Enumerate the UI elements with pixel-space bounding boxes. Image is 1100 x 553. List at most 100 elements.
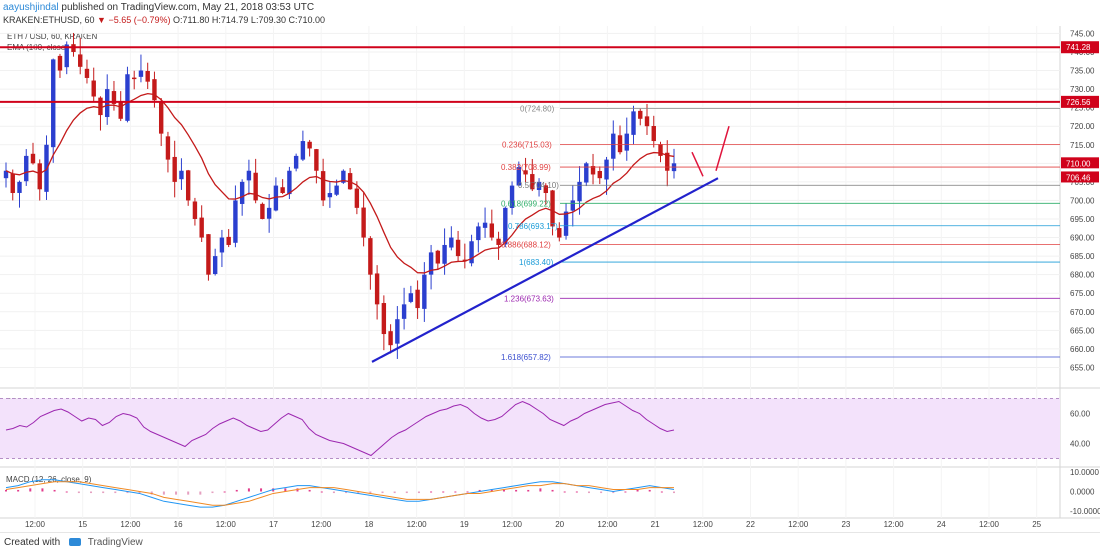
macd-histogram-bar [17, 489, 20, 492]
price-tag [1061, 41, 1099, 54]
change-arrow-icon: ▼ [97, 15, 106, 25]
chart-canvas[interactable]: 655.00 660.00 665.00 670.00 675.00 680.00 685.… [0, 0, 1100, 533]
macd-histogram-bar [478, 489, 481, 492]
candle-body [611, 133, 616, 159]
candle-body [563, 211, 569, 236]
price-tick-label: 725.00 [1070, 104, 1095, 113]
candle-body [24, 155, 29, 182]
macd-histogram-bar [575, 491, 578, 493]
macd-histogram-bar [539, 488, 542, 492]
candle-body [604, 159, 609, 180]
publish-header: aayushjindal published on TradingView.co… [0, 0, 1100, 16]
candle-body [597, 171, 602, 179]
candle-body [185, 170, 191, 201]
macd-histogram-bar [102, 491, 105, 494]
macd-histogram-bar [490, 489, 493, 492]
tradingview-logo-icon [68, 538, 81, 547]
time-tick-label: 12:00 [979, 520, 1000, 529]
macd-histogram-bar [114, 491, 117, 494]
candle-body [469, 241, 474, 264]
fib-level-label: 1(683.40) [519, 258, 554, 267]
candle-body [428, 252, 434, 275]
tradingview-brand[interactable]: TradingView [87, 537, 143, 548]
candle-body [172, 156, 177, 182]
candle-body [3, 170, 9, 179]
macd-histogram-bar [357, 491, 360, 494]
macd-histogram-bar [551, 489, 554, 492]
candle-body [638, 110, 643, 119]
time-tick-label: 12:00 [693, 520, 714, 529]
candle-body [246, 170, 252, 181]
macd-histogram-bar [612, 491, 615, 494]
publish-info: published on TradingView.com, May 21, 20… [61, 2, 315, 13]
candle-body [435, 250, 441, 264]
candle-body [530, 174, 535, 190]
ohlc-values: O:711.80 H:714.79 L:709.30 C:710.00 [173, 15, 325, 25]
price-tick-label: 690.00 [1070, 234, 1095, 243]
candle-body [327, 193, 333, 198]
candle-body [651, 126, 656, 142]
time-tick-label: 21 [651, 520, 660, 529]
ema-line [5, 92, 675, 274]
fib-level-label: 0.886(688.12) [501, 241, 551, 250]
time-tick-label: 16 [174, 520, 183, 529]
candle-body [280, 187, 285, 194]
price-tick-label: 715.00 [1070, 141, 1095, 150]
candle-body [300, 141, 306, 160]
macd-histogram-bar [515, 489, 518, 492]
candle-body [266, 207, 272, 219]
ema-price-label: 706.46 [1066, 173, 1091, 182]
candle-body [10, 173, 15, 194]
candle-body [462, 259, 468, 262]
time-tick-label: 15 [78, 520, 87, 529]
macd-line [5, 479, 675, 508]
price-tick-label: 670.00 [1070, 308, 1095, 317]
time-tick-label: 12:00 [502, 520, 523, 529]
macd-signal-line [5, 481, 674, 506]
macd-histogram-bar [235, 489, 238, 492]
candle-body [415, 289, 420, 309]
price-tick-label: 665.00 [1070, 326, 1095, 335]
macd-histogram-bar [430, 491, 433, 493]
projection-up [715, 125, 730, 171]
last-price-label: 710.00 [1066, 159, 1091, 168]
symbol-ohlc-line: KRAKEN:ETHUSD, 60 ▼ −5.65 (−0.79%) O:711… [3, 15, 325, 25]
candle-body [442, 244, 447, 264]
candle-body [78, 54, 83, 67]
candle-body [584, 163, 589, 183]
price-tick-label: 730.00 [1070, 85, 1095, 94]
author-link[interactable]: aayushjindal [3, 2, 59, 13]
ema-price-tag [1061, 171, 1099, 183]
time-tick-label: 12:00 [788, 520, 809, 529]
candle-body [408, 293, 414, 302]
candle-body [253, 172, 258, 201]
candle-body [138, 70, 144, 77]
time-tick-label: 23 [841, 520, 850, 529]
fib-level-label: 0.236(715.03) [502, 141, 552, 150]
candle-body [125, 74, 130, 121]
macd-histogram-bar [381, 491, 384, 494]
symbol: KRAKEN:ETHUSD, 60 [3, 15, 95, 25]
fib-level-label: 1.236(673.63) [504, 294, 554, 303]
created-with-text: Created with [4, 537, 61, 548]
macd-histogram-bar [600, 491, 603, 494]
candle-body [476, 226, 481, 241]
time-tick-label: 12:00 [884, 520, 905, 529]
candle-body [590, 166, 596, 175]
candle-body [665, 152, 670, 171]
candle-body [503, 207, 508, 245]
candle-body [381, 303, 387, 335]
price-tick-label: 745.00 [1070, 29, 1095, 38]
price-tick-label: 655.00 [1070, 363, 1095, 372]
time-tick-label: 17 [269, 520, 278, 529]
time-tick-label: 12:00 [311, 520, 332, 529]
macd-histogram-bar [284, 488, 287, 492]
fib-level-label: 0.786(693.17) [508, 222, 558, 231]
projection-down [691, 151, 704, 177]
time-tick-label: 12:00 [25, 520, 46, 529]
candle-body [516, 167, 522, 186]
macd-histogram-bar [405, 491, 408, 494]
candle-body [37, 163, 42, 190]
candle-body [165, 136, 171, 160]
candle-body [617, 135, 623, 153]
